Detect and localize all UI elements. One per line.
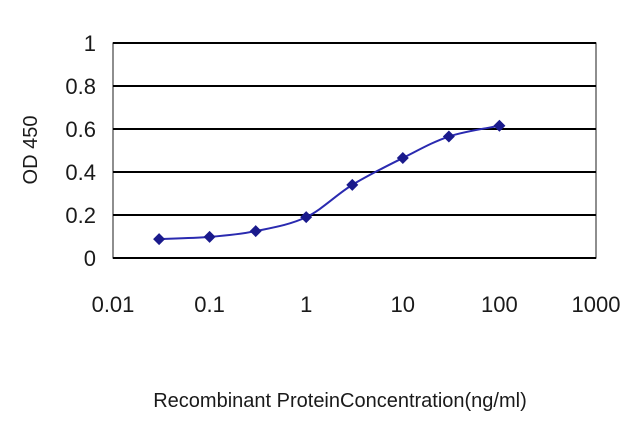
x-tick-label: 1 [300, 292, 312, 317]
y-tick-labels: 0 0.2 0.4 0.6 0.8 1 [65, 31, 96, 271]
x-tick-label: 0.01 [92, 292, 135, 317]
x-tick-label: 10 [391, 292, 415, 317]
plot-frame [112, 42, 597, 259]
data-point-marker [153, 233, 166, 246]
y-axis-label: OD 450 [20, 116, 42, 185]
plot-area [112, 42, 597, 259]
data-point-marker [442, 130, 455, 143]
y-tick-label: 0.8 [65, 74, 96, 99]
gridlines [113, 42, 596, 259]
y-tick-label: 0.4 [65, 160, 96, 185]
x-axis-label: Recombinant ProteinConcentration(ng/ml) [153, 390, 527, 412]
data-series [153, 119, 506, 246]
y-tick-label: 0.2 [65, 203, 96, 228]
x-tick-labels: 0.01 0.1 1 10 100 1000 [92, 292, 621, 317]
y-tick-label: 1 [84, 31, 96, 56]
data-point-marker [203, 230, 216, 243]
y-tick-label: 0.6 [65, 117, 96, 142]
x-tick-label: 100 [481, 292, 518, 317]
data-point-marker [346, 178, 359, 191]
data-point-marker [493, 119, 506, 132]
x-tick-label: 1000 [572, 292, 621, 317]
data-point-marker [249, 225, 262, 238]
y-tick-label: 0 [84, 246, 96, 271]
data-point-marker [396, 152, 409, 165]
x-tick-label: 0.1 [194, 292, 225, 317]
data-point-marker [300, 211, 313, 224]
